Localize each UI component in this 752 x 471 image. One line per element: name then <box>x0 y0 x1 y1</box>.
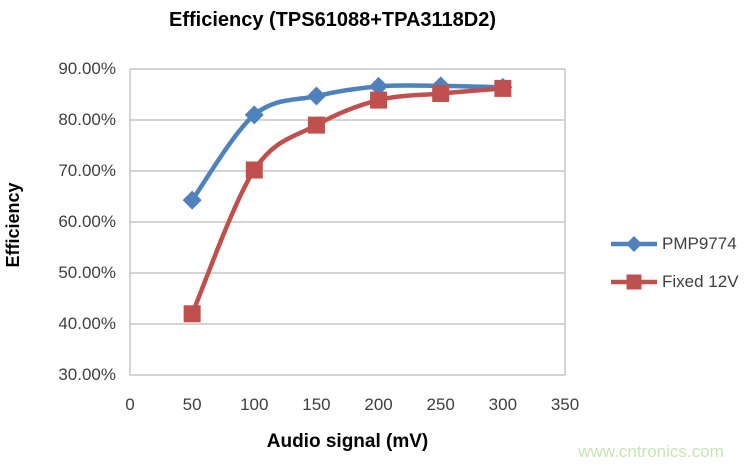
watermark: www.cntronics.com <box>578 442 724 461</box>
data-point-PMP9774 <box>369 76 389 96</box>
data-point-Fixed 12V <box>370 91 388 109</box>
chart-title: Efficiency (TPS61088+TPA3118D2) <box>168 9 497 31</box>
legend-item-Fixed 12V: Fixed 12V <box>608 263 739 301</box>
x-axis-title: Audio signal (mV) <box>266 431 429 452</box>
series-line-PMP9774 <box>189 83 506 203</box>
legend-label: PMP9774 <box>662 234 737 253</box>
x-tick-label: 150 <box>302 395 331 414</box>
y-tick-label: 30.00% <box>58 365 116 384</box>
legend-diamond-icon <box>611 236 657 252</box>
data-point-Fixed 12V <box>307 116 325 134</box>
x-tick-label: 250 <box>426 395 455 414</box>
data-point-PMP9774 <box>182 190 202 210</box>
legend-square-icon <box>611 274 657 290</box>
legend-label: Fixed 12V <box>662 272 739 291</box>
x-tick-label: 100 <box>240 395 269 414</box>
data-point-Fixed 12V <box>183 305 201 323</box>
x-tick-label: 200 <box>364 395 393 414</box>
y-tick-label: 80.00% <box>58 110 116 129</box>
chart-legend: PMP9774 Fixed 12V <box>608 225 739 301</box>
y-tick-label: 90.00% <box>58 59 116 78</box>
y-tick-label: 40.00% <box>58 314 116 333</box>
x-tick-label: 50 <box>182 395 202 414</box>
y-tick-label: 50.00% <box>58 263 116 282</box>
x-tick-label: 300 <box>488 395 518 414</box>
y-tick-label: 60.00% <box>58 212 116 231</box>
data-point-Fixed 12V <box>432 84 450 102</box>
y-tick-label: 70.00% <box>58 161 116 180</box>
legend-item-PMP9774: PMP9774 <box>608 225 739 263</box>
x-tick-label: 0 <box>125 395 135 414</box>
data-point-Fixed 12V <box>245 161 263 179</box>
x-tick-label: 350 <box>550 395 580 414</box>
data-point-PMP9774 <box>244 105 264 125</box>
data-point-Fixed 12V <box>494 79 512 97</box>
series-line-Fixed 12V <box>189 86 506 317</box>
data-point-PMP9774 <box>306 86 326 106</box>
